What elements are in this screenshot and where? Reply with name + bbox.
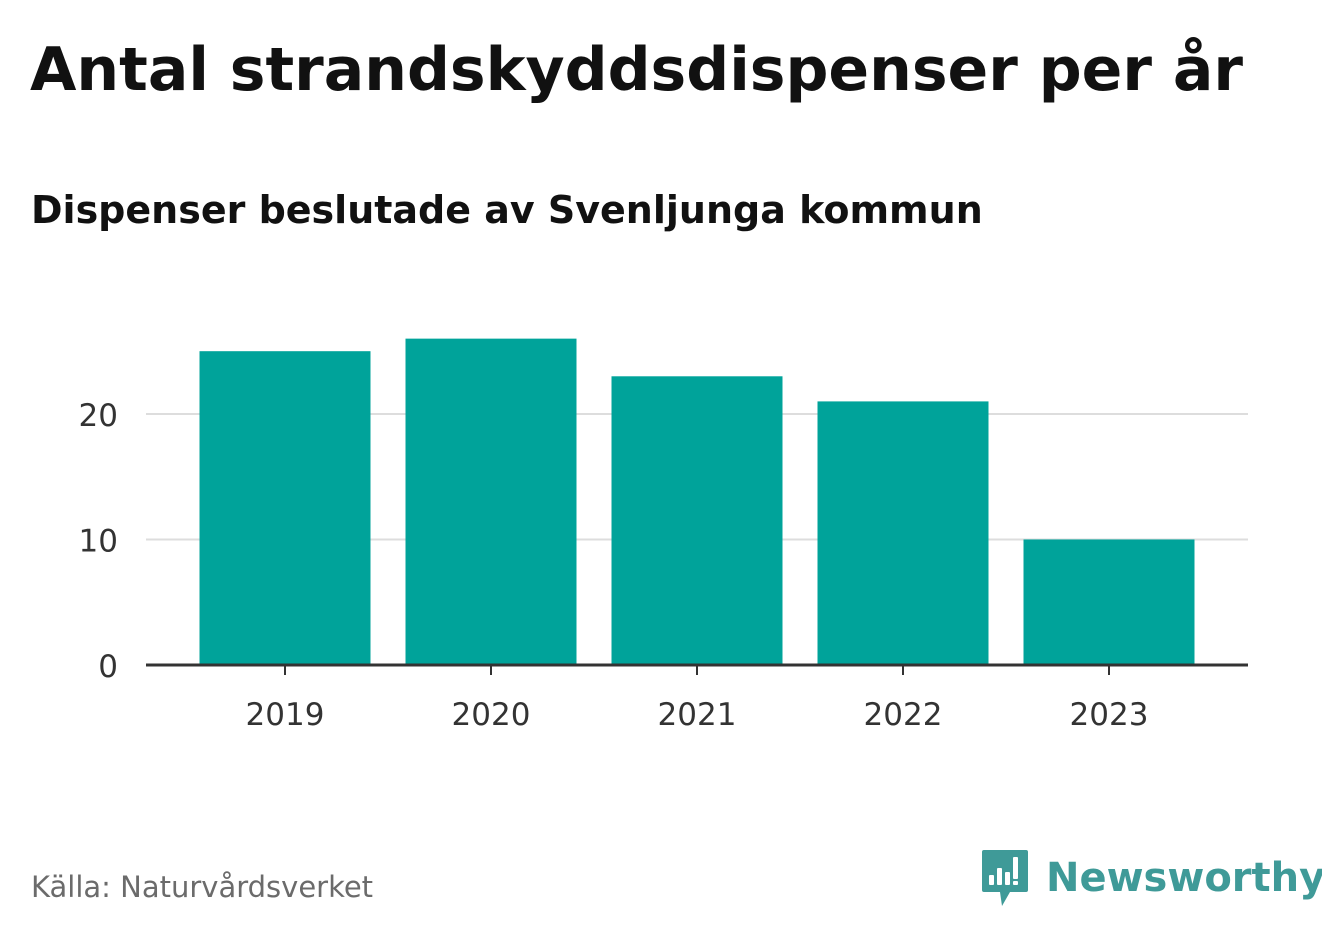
source-note: Källa: Naturvårdsverket [31, 870, 374, 904]
bar-chart: 0 10 20 2019 2020 2021 2022 2023 [79, 338, 1248, 733]
x-tick-label: 2019 [246, 697, 325, 733]
brand-name: Newsworthy [1046, 855, 1322, 901]
bar-2023 [1023, 539, 1195, 665]
x-axis [146, 663, 1248, 675]
brand-logo: Newsworthy [980, 848, 1322, 908]
bar-2021 [611, 376, 783, 665]
x-tick-label: 2020 [452, 697, 531, 733]
y-tick-labels: 0 10 20 [79, 398, 118, 685]
x-tick-label: 2022 [864, 697, 943, 733]
x-tick-label: 2023 [1070, 697, 1149, 733]
bar-2019 [199, 351, 371, 665]
y-tick-label: 20 [79, 398, 118, 434]
x-tick-label: 2021 [658, 697, 737, 733]
y-tick-label: 10 [79, 523, 118, 559]
x-tick-labels: 2019 2020 2021 2022 2023 [246, 697, 1149, 733]
chart-subtitle: Dispenser beslutade av Svenljunga kommun [31, 188, 983, 232]
bar-2020 [405, 338, 577, 665]
bars [199, 338, 1195, 665]
bar-2022 [817, 401, 989, 665]
newsworthy-logo-icon [982, 850, 1028, 906]
y-tick-label: 0 [98, 649, 118, 685]
chart-title: Antal strandskyddsdispenser per år [30, 35, 1243, 105]
